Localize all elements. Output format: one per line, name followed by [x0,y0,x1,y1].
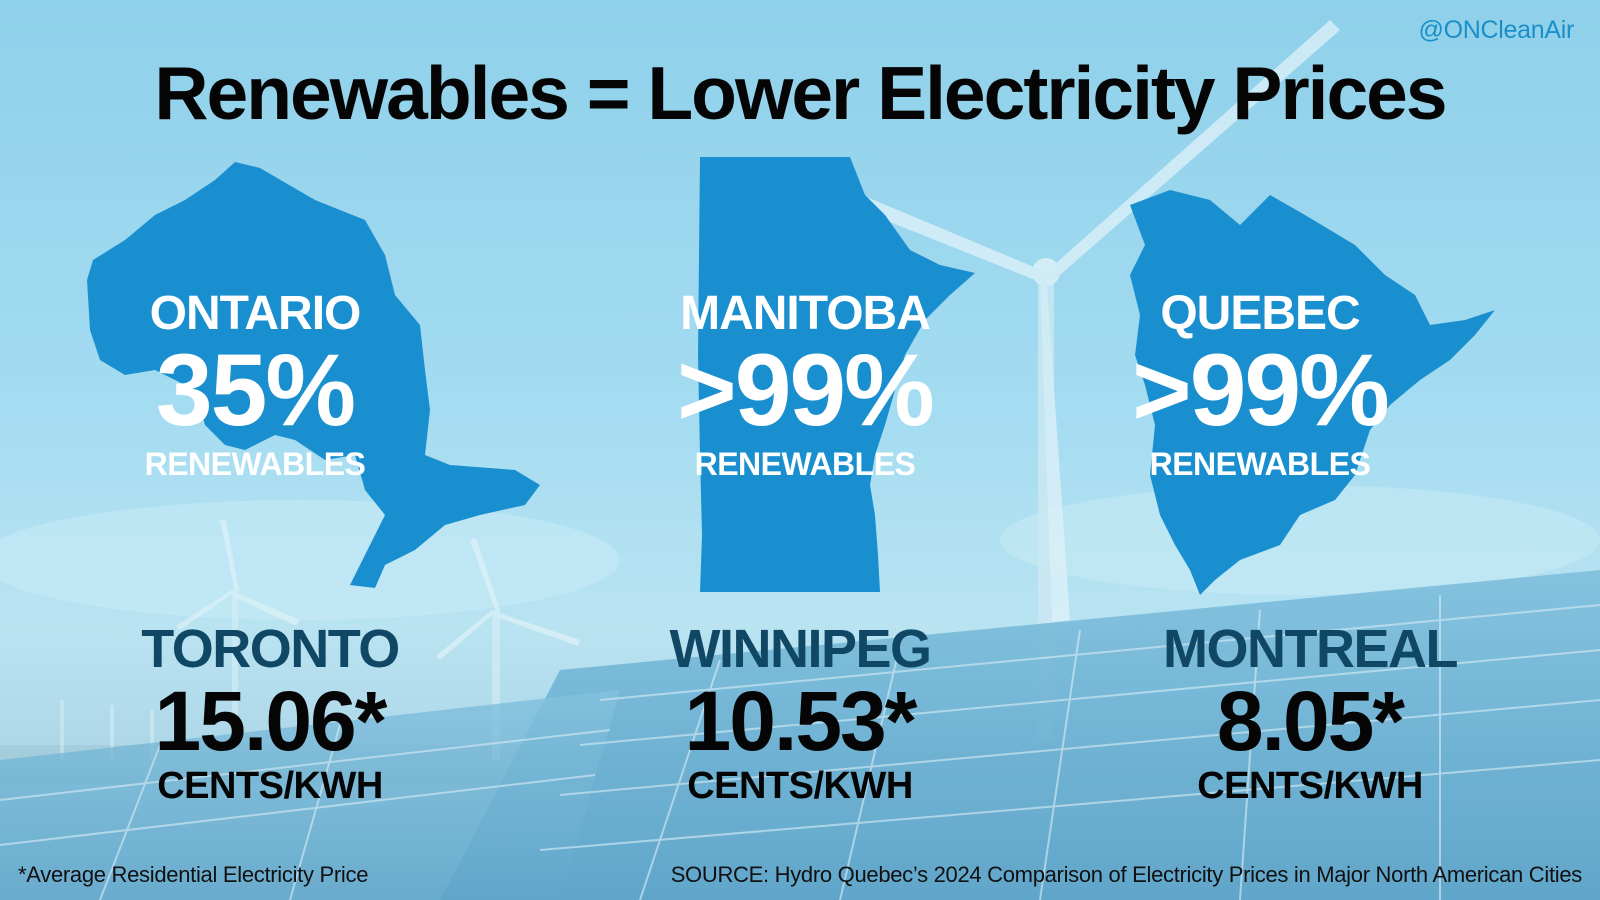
city-montreal: MONTREAL 8.05* CENTS/KWH [1140,620,1480,808]
wind-turbine-icon [60,700,154,760]
footnote: *Average Residential Electricity Price [18,862,369,887]
province-quebec: QUEBEC >99% RENEWABLES [1110,288,1410,484]
city-name: WINNIPEG [669,619,932,679]
province-name: ONTARIO [149,287,362,340]
electricity-price: 10.53* [684,674,918,768]
renewables-label: RENEWABLES [694,446,916,482]
province-ontario: ONTARIO 35% RENEWABLES [125,288,385,484]
city-name: MONTREAL [1163,619,1458,679]
city-winnipeg: WINNIPEG 10.53* CENTS/KWH [640,620,960,808]
wind-turbine-icon [436,538,580,760]
social-handle: @ONCleanAir [1418,16,1575,44]
city-toronto: TORONTO 15.06* CENTS/KWH [110,620,430,808]
wind-turbine-icon [176,520,300,750]
electricity-price: 8.05* [1216,674,1405,768]
page-title: Renewables = Lower Electricity Prices [154,51,1447,135]
renewable-percentage: >99% [677,333,935,447]
province-name: QUEBEC [1160,287,1360,340]
renewable-percentage: >99% [1132,333,1390,447]
price-unit: CENTS/KWH [687,765,913,807]
province-manitoba: MANITOBA >99% RENEWABLES [655,288,955,484]
electricity-price: 15.06* [154,674,388,768]
source-citation: SOURCE: Hydro Quebec’s 2024 Comparison o… [670,862,1583,887]
price-unit: CENTS/KWH [1197,765,1423,807]
renewable-percentage: 35% [155,333,356,447]
solar-panels [0,570,1600,900]
manitoba-map-icon [698,157,975,592]
city-name: TORONTO [141,619,400,679]
ontario-map-icon [87,162,540,588]
renewables-label: RENEWABLES [144,446,366,482]
price-unit: CENTS/KWH [157,765,383,807]
quebec-map-icon [1130,190,1495,595]
renewables-label: RENEWABLES [1149,446,1371,482]
province-name: MANITOBA [680,287,931,340]
